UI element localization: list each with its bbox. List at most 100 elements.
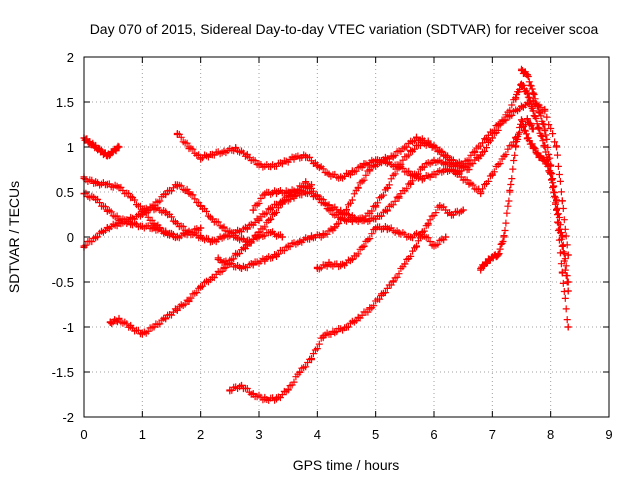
data-point bbox=[354, 184, 362, 191]
data-point bbox=[459, 206, 467, 214]
data-point bbox=[249, 260, 257, 268]
y-tick-label: -2 bbox=[62, 410, 74, 425]
data-point bbox=[185, 143, 193, 151]
data-point bbox=[564, 251, 572, 259]
series-arc11 bbox=[313, 223, 450, 273]
data-point bbox=[138, 206, 146, 214]
data-point bbox=[302, 152, 310, 160]
data-point bbox=[488, 170, 496, 178]
x-tick-label: 9 bbox=[605, 427, 612, 442]
data-point bbox=[564, 323, 572, 331]
data-point bbox=[92, 179, 100, 187]
data-point bbox=[273, 251, 280, 259]
x-tick-label: 6 bbox=[430, 427, 437, 442]
data-point bbox=[325, 206, 333, 214]
data-point bbox=[106, 319, 114, 326]
data-point bbox=[448, 211, 455, 218]
data-point bbox=[290, 154, 298, 162]
data-point bbox=[92, 195, 100, 203]
data-point bbox=[471, 148, 479, 155]
y-tick-label: -0.5 bbox=[52, 275, 74, 290]
data-point bbox=[430, 157, 438, 164]
data-point bbox=[267, 204, 275, 212]
series-arc10 bbox=[249, 181, 315, 214]
data-point bbox=[360, 215, 368, 223]
data-point bbox=[477, 188, 485, 196]
data-point bbox=[220, 233, 228, 241]
data-point bbox=[535, 107, 543, 115]
data-point bbox=[138, 222, 146, 230]
data-point bbox=[500, 233, 508, 241]
data-point bbox=[558, 242, 566, 250]
data-point bbox=[343, 323, 350, 331]
data-point bbox=[378, 157, 385, 164]
data-point bbox=[267, 163, 275, 171]
data-point bbox=[541, 125, 549, 133]
data-point bbox=[308, 355, 315, 362]
data-point bbox=[348, 168, 356, 176]
data-point bbox=[296, 368, 304, 376]
data-point bbox=[185, 296, 193, 304]
data-point bbox=[506, 112, 514, 119]
data-point bbox=[226, 260, 234, 268]
data-point bbox=[512, 94, 520, 101]
y-tick-label: -1 bbox=[62, 320, 74, 335]
series-arc5 bbox=[80, 189, 181, 242]
data-point bbox=[109, 148, 117, 155]
data-point bbox=[453, 170, 461, 178]
data-point bbox=[173, 233, 181, 241]
data-point bbox=[477, 152, 485, 160]
data-point bbox=[407, 179, 415, 187]
data-point bbox=[518, 116, 525, 124]
data-point bbox=[208, 238, 216, 245]
data-point bbox=[138, 330, 146, 338]
data-point bbox=[372, 224, 380, 232]
data-point bbox=[278, 233, 286, 241]
data-point bbox=[389, 278, 397, 286]
data-point bbox=[249, 391, 257, 398]
data-point bbox=[523, 134, 531, 142]
data-point bbox=[103, 181, 111, 189]
data-point bbox=[418, 229, 426, 236]
data-point bbox=[255, 161, 263, 169]
data-point bbox=[325, 260, 333, 268]
data-point bbox=[208, 150, 216, 158]
data-point bbox=[372, 202, 380, 209]
data-point bbox=[278, 197, 286, 205]
data-point bbox=[261, 190, 269, 198]
data-point bbox=[197, 233, 205, 241]
data-point bbox=[115, 143, 123, 151]
data-point bbox=[238, 265, 245, 272]
data-point bbox=[512, 143, 520, 151]
data-point bbox=[150, 224, 158, 232]
data-point bbox=[220, 148, 228, 155]
data-point bbox=[529, 89, 537, 97]
data-point bbox=[337, 174, 345, 182]
data-point bbox=[162, 190, 170, 198]
y-tick-label: 1.5 bbox=[56, 95, 74, 110]
data-point bbox=[267, 215, 275, 223]
data-point bbox=[232, 145, 240, 153]
data-point bbox=[127, 193, 135, 200]
data-point bbox=[348, 217, 356, 225]
data-point bbox=[372, 215, 380, 223]
plot-frame bbox=[83, 56, 610, 418]
data-point bbox=[541, 157, 549, 164]
data-point bbox=[518, 80, 525, 88]
data-point bbox=[127, 323, 135, 331]
tick-labels: 0 1 2 3 4 5 6 7 8 9 -2 -1.5 -1 -0.5 0 0.5 1 1.5 2 bbox=[52, 50, 613, 442]
data-point bbox=[313, 265, 321, 272]
data-point bbox=[243, 224, 251, 232]
data-point bbox=[383, 224, 391, 232]
x-tick-label: 4 bbox=[314, 427, 321, 442]
data-point bbox=[173, 181, 181, 189]
data-point bbox=[232, 251, 240, 259]
data-point bbox=[558, 269, 566, 277]
data-point bbox=[366, 305, 374, 313]
data-point bbox=[494, 251, 502, 259]
data-point bbox=[407, 170, 415, 178]
data-point bbox=[208, 215, 216, 223]
x-tick-label: 3 bbox=[255, 427, 262, 442]
data-point bbox=[313, 161, 321, 169]
